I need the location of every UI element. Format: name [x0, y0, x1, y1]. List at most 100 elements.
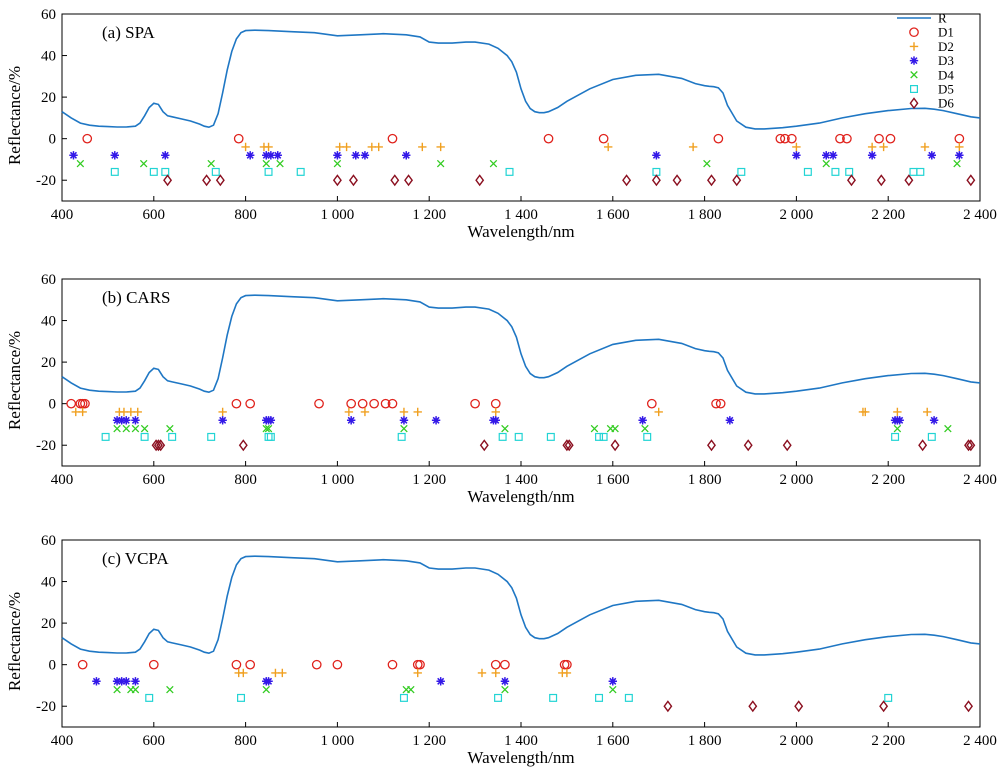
x-tick-label: 600 [143, 472, 166, 488]
marker-d4 [207, 159, 215, 168]
marker-d6 [879, 700, 889, 713]
legend-marker-d3 [909, 56, 919, 65]
marker-d6 [964, 700, 973, 713]
x-tick-label: 1 200 [412, 472, 446, 488]
marker-d4 [113, 424, 121, 433]
marker-d3 [245, 151, 255, 160]
marker-d1 [369, 398, 379, 409]
x-tick-label: 1 000 [321, 207, 355, 223]
panel-cars: 400 600 800 1 000 1 200 1 400 1 600 1 800 2 000 2… [5, 272, 997, 506]
marker-d6 [332, 174, 342, 187]
x-tick-label: 1 200 [412, 207, 446, 223]
marker-d1 [231, 659, 242, 670]
marker-d6 [904, 174, 914, 187]
marker-d2 [342, 142, 351, 152]
marker-d3 [725, 416, 735, 425]
legend-marker-d6 [909, 97, 919, 110]
marker-d5 [498, 432, 507, 441]
marker-d3 [402, 151, 411, 160]
marker-d1 [380, 398, 391, 409]
x-tick-label: 1 600 [596, 207, 630, 223]
marker-d3 [112, 677, 122, 686]
marker-d1 [346, 398, 357, 409]
marker-d3 [92, 677, 101, 686]
marker-d4 [407, 685, 415, 694]
marker-d2 [344, 407, 354, 417]
marker-d2 [491, 407, 500, 417]
marker-d5 [549, 693, 558, 702]
x-tick-label: 1 600 [596, 472, 630, 488]
marker-d6 [390, 174, 400, 187]
y-tick-label: 60 [41, 533, 56, 549]
x-tick-label: 1 800 [688, 733, 722, 749]
marker-d3 [112, 416, 122, 425]
marker-d1 [387, 133, 398, 144]
marker-d1 [835, 133, 845, 144]
series-d5 [110, 167, 925, 176]
legend-marker-d5 [909, 84, 918, 93]
series-d2 [71, 407, 932, 417]
marker-d1 [314, 398, 324, 409]
marker-d6 [847, 174, 856, 187]
marker-d3 [360, 151, 370, 160]
marker-d5 [207, 432, 216, 441]
series-d6 [663, 700, 973, 713]
series-r-line [61, 29, 981, 130]
marker-d6 [876, 174, 886, 187]
panel-vcpa: 400 600 800 1 000 1 200 1 400 1 600 1 800 2 000 2… [5, 533, 997, 767]
marker-d1 [80, 398, 90, 409]
marker-d4 [113, 685, 121, 694]
marker-d5 [884, 693, 893, 702]
marker-d3 [895, 416, 904, 425]
marker-d1 [543, 133, 554, 144]
x-tick-label: 800 [234, 472, 257, 488]
x-tick-label: 2 000 [780, 207, 814, 223]
marker-d3 [867, 151, 877, 160]
marker-d3 [333, 151, 342, 160]
series-d3 [112, 416, 939, 425]
marker-d2 [491, 668, 500, 678]
y-tick-label: -20 [36, 699, 56, 715]
series-d1 [66, 398, 726, 409]
legend-label: D4 [938, 67, 954, 82]
marker-d6 [672, 174, 682, 187]
x-axis-label: Wavelength/nm [467, 748, 574, 767]
marker-d6 [215, 174, 225, 187]
marker-d2 [133, 407, 142, 417]
series-d4 [76, 159, 961, 168]
marker-d4 [264, 424, 273, 433]
marker-d4 [609, 685, 617, 694]
marker-d5 [296, 167, 305, 176]
marker-d4 [262, 159, 271, 168]
marker-d5 [168, 432, 177, 441]
marker-d1 [885, 133, 896, 144]
marker-d1 [598, 133, 609, 144]
marker-d5 [149, 167, 158, 176]
marker-d4 [131, 685, 140, 694]
marker-d5 [494, 693, 503, 702]
marker-d6 [743, 439, 753, 452]
marker-d5 [546, 432, 555, 441]
marker-d2 [867, 142, 877, 152]
marker-d3 [828, 151, 838, 160]
marker-d1 [490, 659, 501, 670]
marker-d4 [139, 159, 148, 168]
x-tick-label: 2 400 [963, 733, 997, 749]
marker-d1 [715, 398, 726, 409]
series-d5 [145, 693, 893, 702]
marker-d3 [262, 151, 271, 160]
y-tick-label: 60 [41, 272, 56, 288]
marker-d1 [66, 398, 77, 409]
marker-d4 [822, 159, 830, 168]
marker-d2 [218, 407, 227, 417]
legend-label: D6 [938, 96, 954, 111]
marker-d5 [110, 167, 119, 176]
series-d1 [82, 133, 965, 144]
marker-d1 [711, 398, 721, 409]
y-axis-label: Reflectance/% [5, 592, 24, 691]
x-tick-label: 2 200 [871, 733, 905, 749]
marker-d1 [387, 398, 398, 409]
x-tick-label: 800 [234, 207, 257, 223]
x-tick-label: 1 000 [321, 733, 355, 749]
marker-d4 [276, 159, 284, 168]
